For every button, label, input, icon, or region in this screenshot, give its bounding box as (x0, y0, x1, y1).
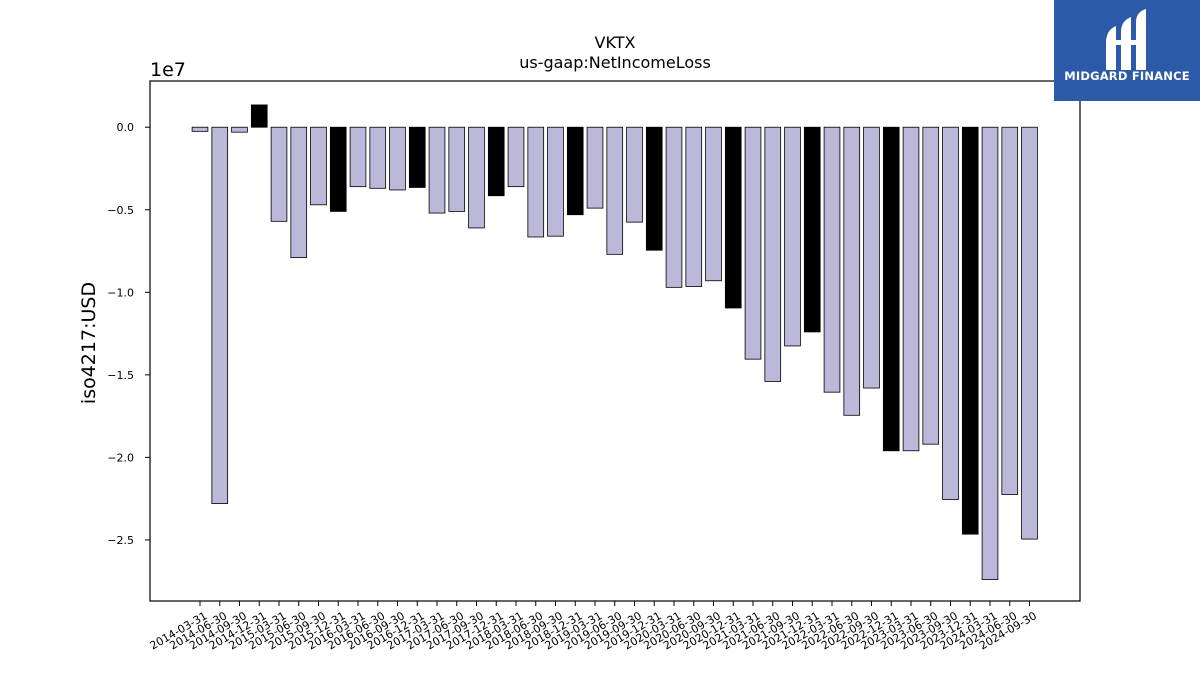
bar-2023-12-31 (961, 126, 979, 535)
y-tick-label: 0.0 (117, 121, 135, 134)
bar-2020-06-30 (685, 126, 703, 287)
bar-2023-03-31 (902, 126, 920, 452)
y-tick-label: −0.5 (107, 204, 134, 217)
chart-subtitle: us-gaap:NetIncomeLoss (519, 53, 711, 72)
bar-2019-12-31 (645, 126, 663, 251)
bar-2022-03-31 (823, 126, 841, 393)
bar-2017-06-30 (448, 126, 466, 212)
chart-title: VKTX (595, 33, 636, 52)
y-tick-label: −1.5 (107, 369, 134, 382)
y-tick-label: −2.0 (107, 451, 134, 464)
bar-2022-09-30 (863, 126, 880, 389)
bar-2020-03-31 (665, 126, 683, 288)
y-tick-label: −1.0 (107, 286, 134, 299)
bar-2015-03-31 (270, 126, 288, 222)
bar-2023-06-30 (922, 126, 940, 445)
bar-2022-12-31 (882, 126, 900, 452)
bar-2020-12-31 (724, 126, 742, 309)
plot-area-frame (149, 80, 1081, 602)
bar-2021-09-30 (784, 126, 801, 347)
bar-2019-06-30 (606, 126, 624, 255)
brand-name: MIDGARD FINANCE (1064, 69, 1190, 83)
bar-2017-03-31 (428, 126, 446, 214)
bar-2021-12-31 (803, 126, 821, 333)
bar-2017-12-31 (487, 126, 505, 197)
bar-2018-03-31 (507, 126, 525, 188)
bar-2019-09-30 (626, 126, 643, 223)
bar-2023-09-30 (942, 126, 959, 500)
brand-logo: MIDGARD FINANCE (1054, 0, 1200, 101)
bar-2016-03-31 (349, 126, 367, 188)
bar-2015-09-30 (310, 126, 327, 206)
bar-2018-09-30 (547, 126, 564, 237)
bar-2014-09-30 (231, 126, 248, 133)
bar-2024-09-30 (1021, 126, 1038, 540)
bar-2019-03-31 (586, 126, 604, 209)
bar-2014-03-31 (191, 126, 209, 132)
y-axis-ticks: 0.0 −0.5 −1.0 −1.5 −2.0 −2.5 (107, 121, 150, 547)
y-axis-label: iso4217:USD (78, 282, 100, 404)
bar-2016-12-31 (408, 126, 426, 188)
bar-2024-03-31 (981, 126, 999, 580)
bar-2021-06-30 (764, 126, 782, 382)
bar-2018-06-30 (527, 126, 545, 238)
bar-2024-06-30 (1001, 126, 1019, 495)
bar-2018-12-31 (566, 126, 584, 216)
bar-2015-12-31 (329, 126, 347, 212)
bar-2016-09-30 (389, 126, 406, 191)
x-axis-ticks: 2014-03-312014-06-302014-09-302014-12-31… (148, 601, 1039, 652)
y-tick-label: −2.5 (107, 534, 134, 547)
bar-2015-06-30 (290, 126, 308, 259)
bar-2022-06-30 (843, 126, 861, 416)
bar-2021-03-31 (744, 126, 762, 360)
axis-offset-label: 1e7 (150, 59, 186, 81)
bar-2017-09-30 (468, 126, 485, 229)
bar-2014-12-31 (250, 104, 268, 128)
bars-group (191, 104, 1038, 580)
brand-mark-icon (1106, 9, 1146, 70)
bar-2016-06-30 (369, 126, 387, 189)
bar-2014-06-30 (211, 126, 229, 505)
bar-2020-09-30 (705, 126, 722, 282)
